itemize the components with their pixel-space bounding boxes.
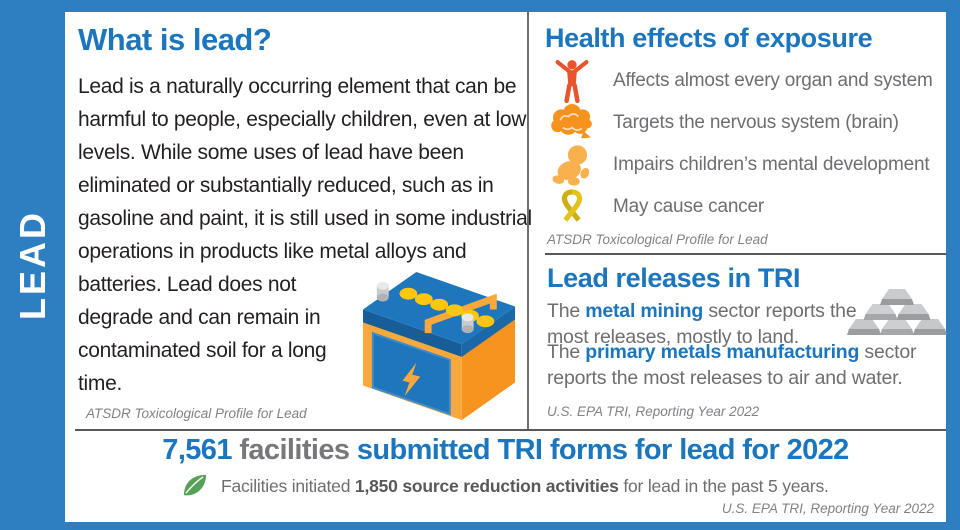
leaf-icon (182, 474, 212, 502)
health-effects-title: Health effects of exposure (545, 23, 873, 53)
what-is-lead-title: What is lead? (78, 22, 272, 57)
health-effect-label: Impairs children’s mental development (613, 154, 930, 175)
brain-icon (545, 104, 599, 142)
health-effects-list: Affects almost every organ and system (545, 60, 947, 228)
person-icon (545, 58, 599, 104)
source-reduction-highlight: 1,850 source reduction activities (354, 476, 619, 496)
banner-headline: 7,561 facilities submitted TRI forms for… (162, 434, 849, 466)
summary-banner: 7,561 facilities submitted TRI forms for… (65, 433, 946, 503)
lead-sidebar: LEAD (0, 0, 65, 530)
epa-tri-citation-bottom: U.S. EPA TRI, Reporting Year 2022 (721, 501, 934, 516)
section-divider (545, 253, 947, 255)
bottom-divider (75, 429, 946, 431)
right-column: Health effects of exposure Affects almos… (545, 12, 947, 429)
what-is-lead-paragraph: Lead is a naturally occurring element th… (78, 75, 532, 395)
sidebar-label: LEAD (11, 210, 53, 320)
ribbon-icon (545, 188, 599, 226)
atsdr-citation-left: ATSDR Toxicological Profile for Lead (86, 406, 307, 421)
health-effect-label: Affects almost every organ and system (613, 70, 933, 91)
primary-metals-highlight: primary metals manufacturing (585, 341, 860, 363)
facility-count: 7,561 (162, 434, 232, 466)
health-effect-row: Targets the nervous system (brain) (545, 102, 947, 144)
banner-subline: Facilities initiated 1,850 source reduct… (65, 473, 946, 503)
atsdr-citation-right: ATSDR Toxicological Profile for Lead (547, 232, 768, 247)
health-effect-label: Targets the nervous system (brain) (613, 112, 899, 133)
battery-illustration (358, 268, 536, 426)
what-is-lead-body: Lead is a naturally occurring element th… (78, 70, 536, 421)
health-effect-row: Affects almost every organ and system (545, 58, 947, 104)
health-effect-row: May cause cancer (545, 186, 947, 228)
epa-tri-citation-right: U.S. EPA TRI, Reporting Year 2022 (547, 404, 760, 419)
column-divider (527, 12, 529, 429)
what-is-lead-section: What is lead? (78, 22, 536, 426)
ingots-icon (847, 284, 947, 341)
lead-releases-paragraph-1: The metal mining sector reports the most… (547, 300, 857, 348)
baby-icon (545, 144, 599, 186)
health-effect-row: Impairs children’s mental development (545, 144, 947, 186)
metal-mining-highlight: metal mining (585, 300, 704, 322)
car-battery-icon (362, 271, 516, 421)
lead-releases-title: Lead releases in TRI (547, 263, 801, 293)
lead-releases-paragraph-2: The primary metals manufacturing sector … (547, 341, 917, 389)
content-panel: What is lead? (65, 12, 947, 522)
health-effect-label: May cause cancer (613, 196, 764, 217)
